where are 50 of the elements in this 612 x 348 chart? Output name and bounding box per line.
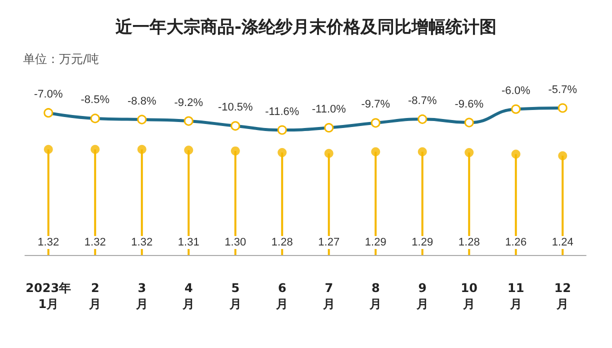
x-tick-label: 2 月 — [88, 281, 102, 311]
data-label: -10.5% — [218, 102, 254, 114]
data-label: -9.7% — [361, 98, 390, 111]
x-tick-label: 6 月 — [275, 281, 288, 311]
data-label: -7.0% — [34, 88, 63, 101]
data-label: -8.7% — [408, 94, 437, 107]
x-tick-label: 11 月 — [508, 281, 524, 311]
point — [90, 144, 100, 154]
point — [278, 148, 287, 158]
point — [230, 146, 240, 156]
data-label: 1.32 — [131, 236, 153, 248]
data-label: 1.31 — [178, 236, 200, 248]
chart-title: 近一年大宗商品-涤纶纱月末价格及同比增幅统计图 — [114, 18, 497, 38]
x-tick-label: 3 月 — [134, 281, 148, 311]
x-tick-label: 12 月 — [554, 281, 571, 311]
data-label: -8.8% — [128, 95, 156, 108]
data-label: 1.24 — [552, 236, 574, 248]
point — [137, 144, 146, 154]
point — [371, 147, 380, 156]
data-label: 1.32 — [38, 236, 60, 248]
x-tick-label: 5 月 — [228, 281, 242, 311]
data-label: 1.30 — [224, 236, 246, 248]
data-label: 1.29 — [364, 236, 386, 248]
data-label: 1.28 — [458, 236, 480, 248]
data-label: 1.26 — [505, 236, 527, 248]
x-tick-label: 9 月 — [415, 281, 428, 311]
data-label: 1.28 — [271, 236, 293, 248]
data-label: -6.0% — [502, 84, 530, 97]
point — [464, 148, 474, 158]
point — [511, 150, 520, 159]
x-tick-label: 8 月 — [368, 281, 382, 311]
x-tick-label: 10 月 — [460, 281, 478, 311]
point — [184, 146, 194, 155]
point — [558, 151, 568, 160]
data-label: 1.27 — [318, 236, 340, 248]
data-label: -5.7% — [548, 84, 578, 96]
point — [418, 147, 427, 156]
chart-subtitle: 单位：万元/吨 — [23, 52, 100, 66]
data-label: -9.2% — [174, 96, 204, 109]
data-label: 1.29 — [412, 236, 434, 248]
data-label: -8.5% — [80, 94, 110, 106]
data-label: 1.32 — [84, 236, 106, 248]
data-label: -11.6% — [265, 106, 300, 118]
point — [44, 144, 53, 154]
x-tick-label: 2023年 1月 — [26, 281, 72, 311]
x-tick-label: 7 月 — [322, 281, 335, 311]
x-tick-label: 4 月 — [182, 281, 195, 311]
point — [324, 148, 334, 158]
data-label: -11.0% — [312, 104, 346, 116]
data-label: -9.6% — [454, 98, 484, 110]
